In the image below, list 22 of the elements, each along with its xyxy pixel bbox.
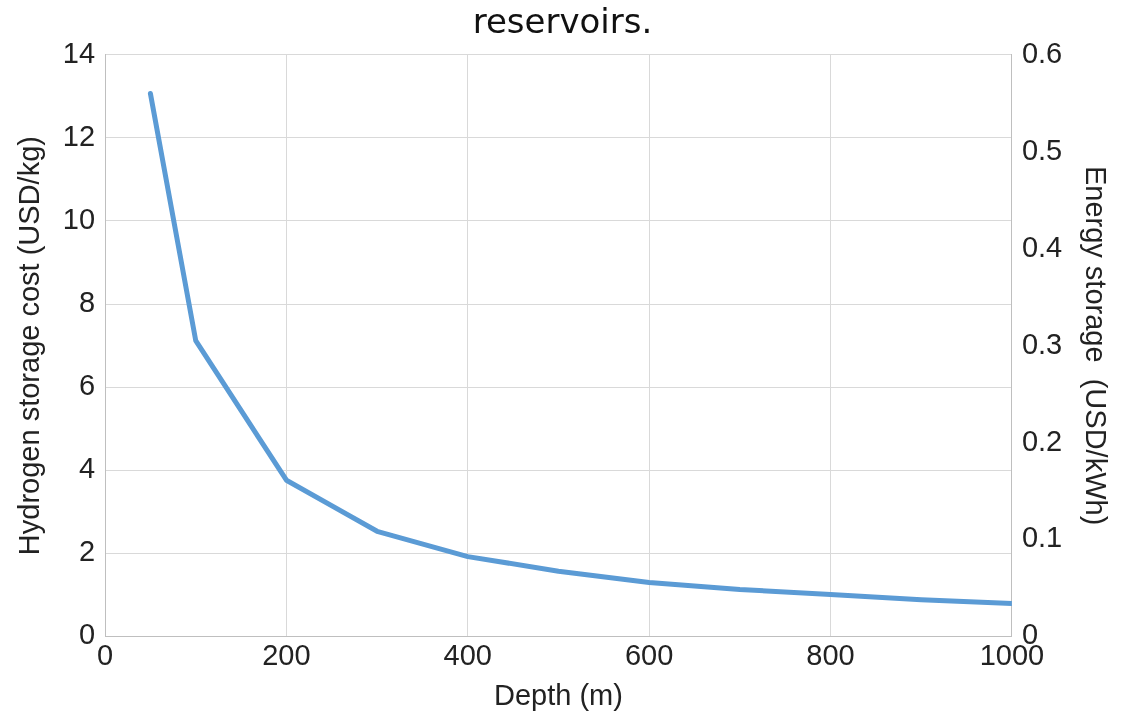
x-tick-label: 800 — [806, 638, 855, 671]
y-tick-label: 0 — [78, 618, 96, 651]
y-tick-label: 4 — [78, 452, 96, 485]
y-tick-label: 6 — [78, 369, 96, 402]
x-axis-title: Depth (m) — [494, 678, 623, 711]
y2-tick-label: 0.3 — [1021, 327, 1063, 360]
chart-title: reservoirs. — [472, 1, 653, 42]
y-tick-label: 12 — [62, 119, 96, 152]
y-tick-label: 14 — [62, 36, 96, 69]
x-tick-label: 600 — [624, 638, 674, 671]
y2-tick-label: 0.6 — [1021, 36, 1063, 69]
y2-tick-label: 0.4 — [1021, 230, 1063, 263]
y2-tick-label: 0.2 — [1021, 424, 1063, 457]
y2-tick-label: 0.5 — [1021, 133, 1063, 166]
y-tick-label: 2 — [78, 535, 96, 568]
y-tick-label: 8 — [78, 286, 96, 319]
y2-axis-title: Energy storage (USD/kWh) — [1079, 165, 1112, 526]
x-tick-label: 400 — [443, 638, 492, 671]
y2-tick-label: 0.1 — [1021, 521, 1063, 554]
y-tick-label: 10 — [62, 202, 96, 235]
y-axis-title: Hydrogen storage cost (USD/kg) — [13, 136, 46, 556]
x-tick-label: 200 — [262, 638, 311, 671]
